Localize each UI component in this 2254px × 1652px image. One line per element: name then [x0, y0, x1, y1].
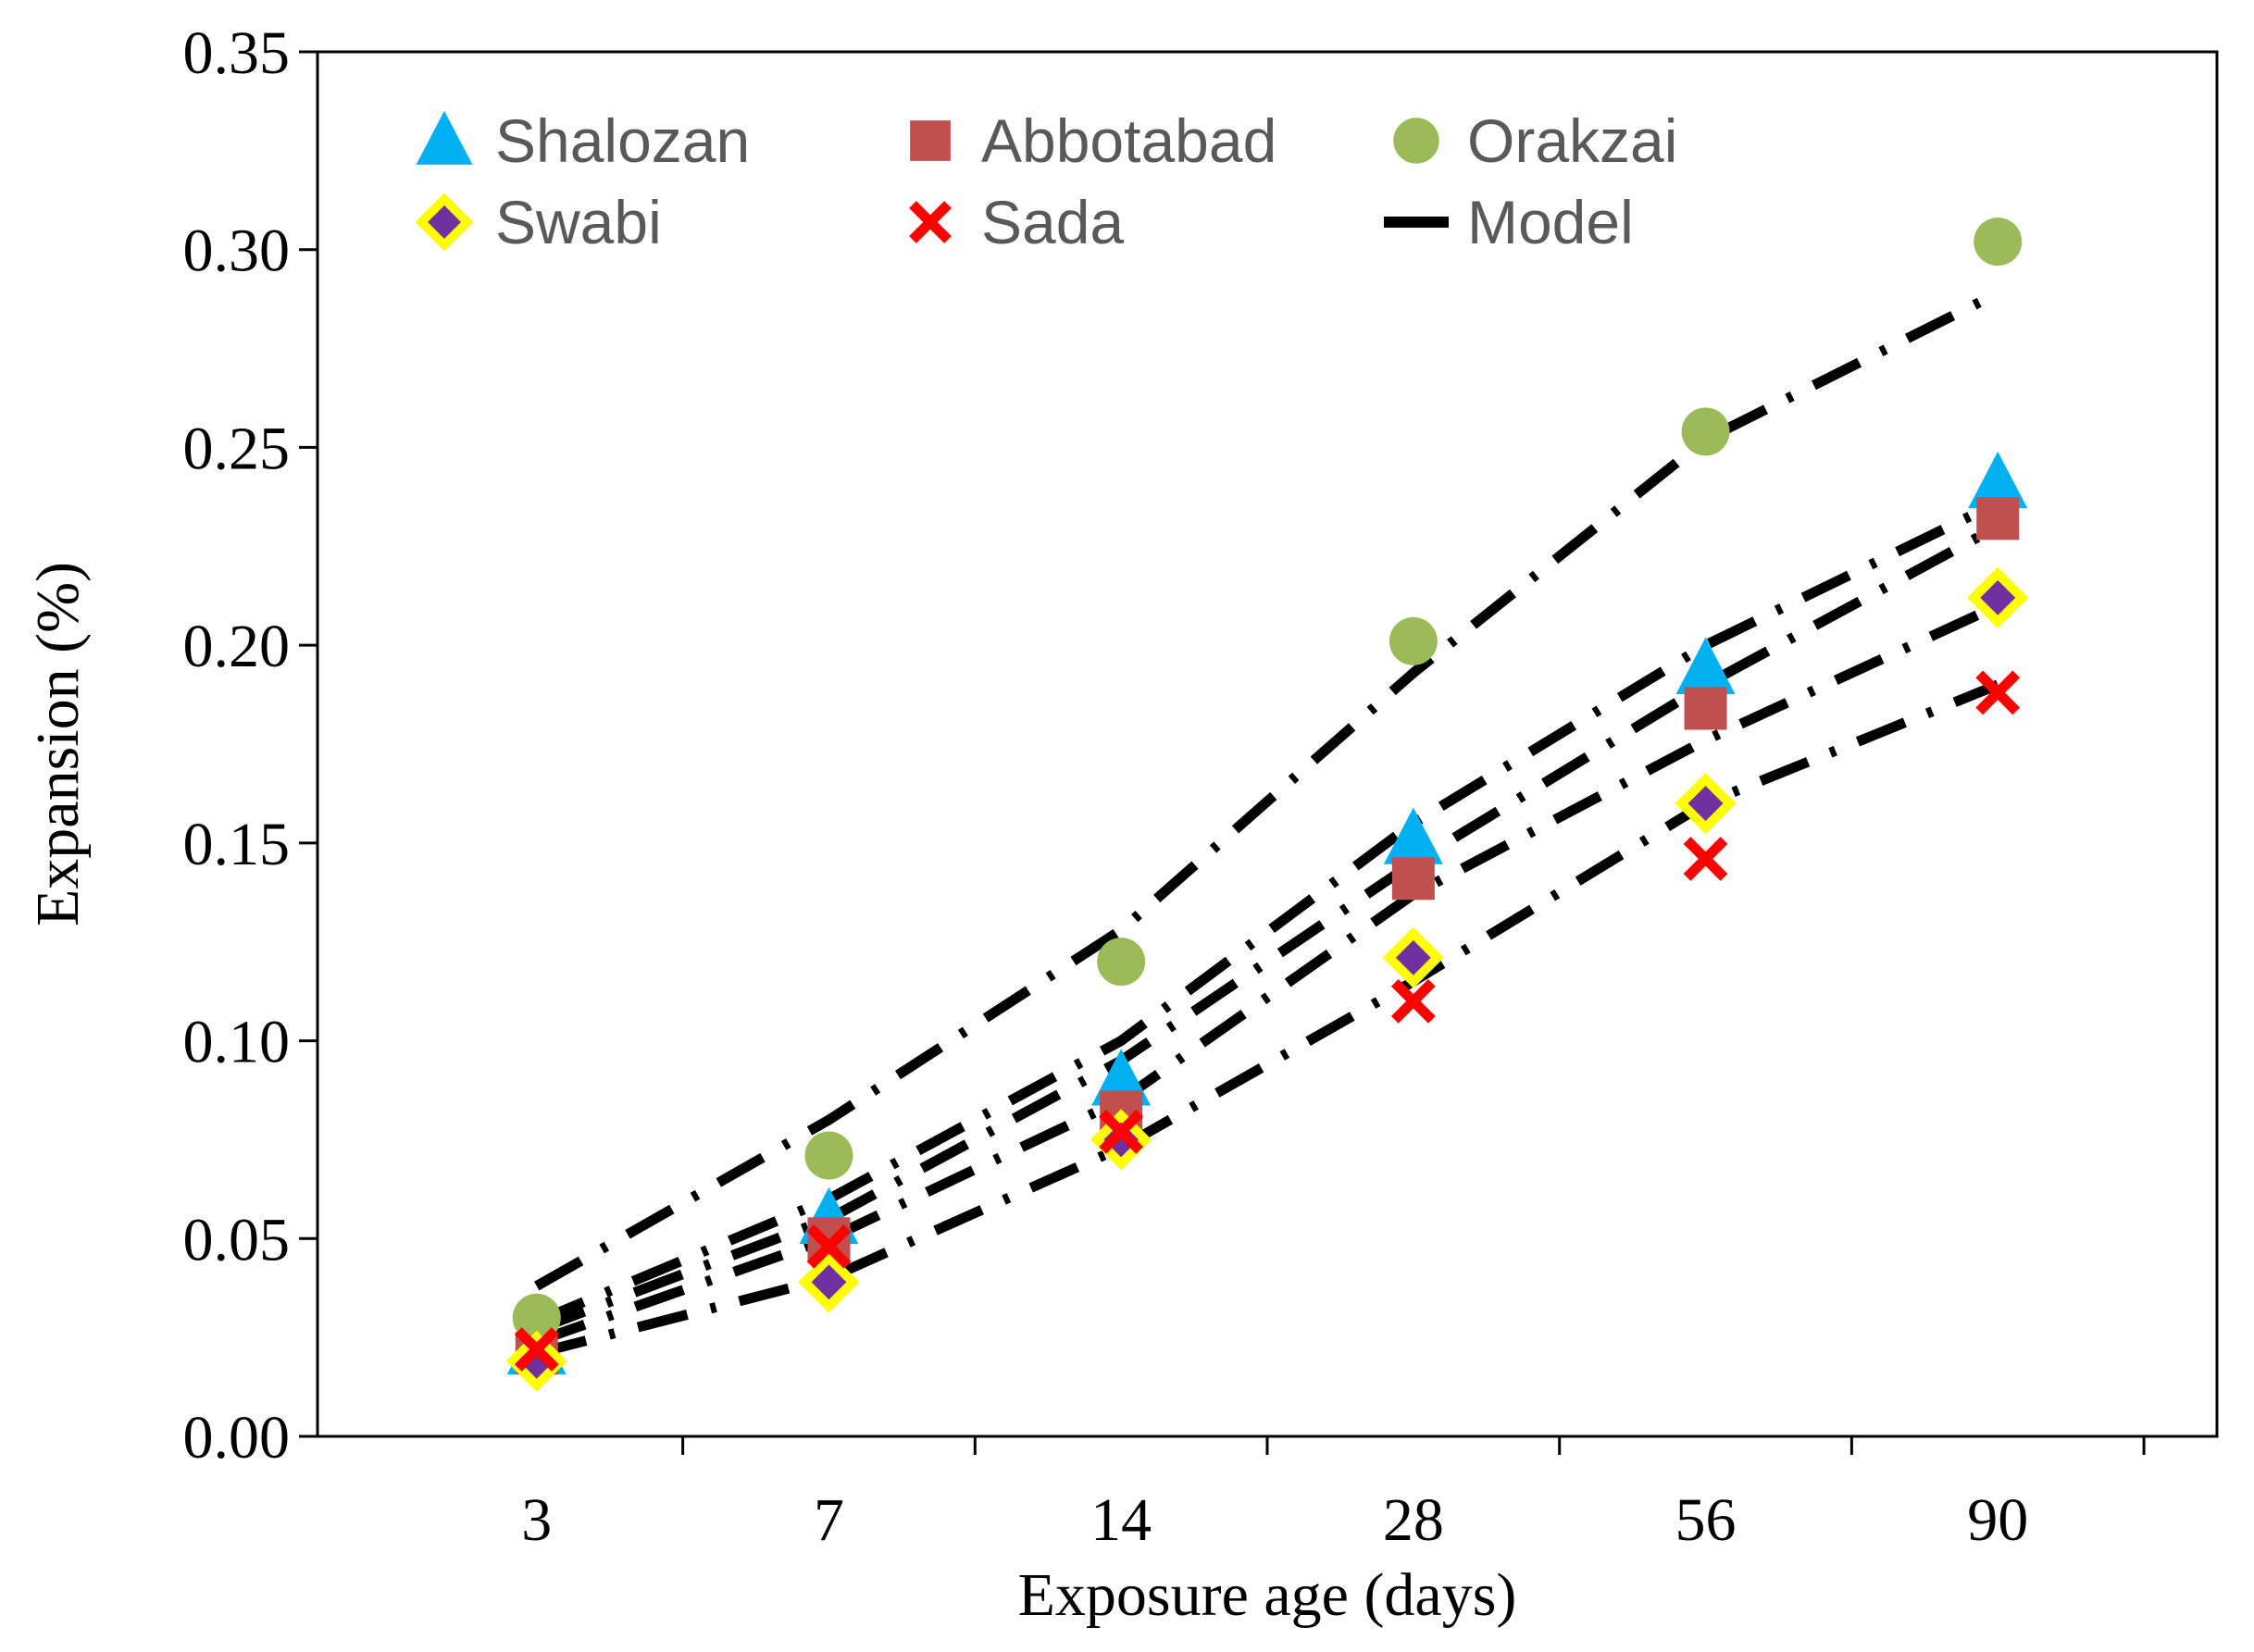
diamond-marker [415, 193, 474, 252]
y-tick-label: 0.35 [183, 19, 291, 87]
model-line [534, 288, 2000, 1291]
y-tick-label: 0.25 [183, 415, 291, 482]
diamond-marker [1090, 1109, 1152, 1171]
diamond-marker [505, 1330, 567, 1392]
y-tick-label: 0.05 [183, 1206, 291, 1273]
x-marker [1683, 837, 1728, 881]
square-marker [1684, 687, 1727, 730]
legend-label: Orakzai [1467, 106, 1677, 175]
x-marker [909, 201, 952, 243]
diamond-marker [1967, 566, 2029, 628]
diamond-marker [798, 1251, 860, 1313]
x-marker-stroke [1099, 1109, 1144, 1154]
triangle-marker [1383, 807, 1443, 864]
legend-label: Shalozan [495, 106, 750, 175]
x-marker [1390, 978, 1436, 1024]
y-tick-label: 0.00 [183, 1404, 291, 1472]
legend-label: Swabi [495, 188, 662, 256]
x-marker-stroke [1683, 837, 1728, 881]
x-tick-label: 28 [1383, 1486, 1444, 1554]
x-marker-stroke [909, 201, 952, 243]
plot-frame [316, 50, 2219, 1438]
square-marker [910, 120, 951, 161]
model-line [534, 498, 2000, 1327]
model-line [535, 679, 2000, 1359]
data-markers [505, 217, 2029, 1392]
x-marker [1099, 1109, 1144, 1154]
square-marker [1391, 857, 1435, 901]
y-tick-label: 0.15 [183, 811, 291, 878]
x-marker [1975, 670, 2021, 715]
x-marker-stroke [514, 1327, 559, 1372]
circle-marker [1974, 217, 2023, 267]
triangle-marker [1968, 451, 2028, 509]
circle-marker [1389, 616, 1438, 665]
square-marker [1976, 497, 2020, 540]
circle-marker [804, 1131, 853, 1180]
x-tick-label: 14 [1090, 1486, 1152, 1554]
y-tick-label: 0.30 [183, 217, 291, 285]
triangle-marker [1675, 637, 1736, 694]
x-axis-label: Exposure age (days) [1018, 1561, 1517, 1629]
x-marker [806, 1223, 852, 1269]
x-tick-label: 56 [1675, 1486, 1737, 1554]
legend-label: Model [1467, 188, 1634, 256]
x-marker-stroke [806, 1223, 852, 1269]
legend-label: Abbotabad [981, 106, 1276, 175]
circle-marker [1681, 407, 1730, 456]
model-lines [534, 288, 2000, 1359]
y-axis-ticks: 0.00 0.05 0.10 0.15 0.20 0.25 0.30 0.35 [183, 19, 318, 1472]
x-marker-stroke [1390, 978, 1436, 1024]
diamond-marker [1675, 773, 1737, 835]
triangle-marker [416, 110, 473, 165]
y-tick-label: 0.20 [183, 613, 291, 680]
diamond-marker [1382, 926, 1444, 988]
legend-label: Sada [981, 188, 1124, 256]
x-tick-label: 90 [1967, 1486, 2028, 1554]
circle-marker [1097, 938, 1146, 987]
x-axis-ticks: 3 7 14 28 56 90 [521, 1436, 2146, 1554]
x-tick-label: 7 [814, 1486, 844, 1554]
legend: Shalozan Abbotabad Orakzai Swabi Sada Model [415, 106, 1677, 256]
circle-marker [512, 1293, 561, 1342]
y-tick-label: 0.10 [183, 1009, 291, 1076]
x-marker-stroke [1975, 670, 2021, 715]
x-marker [514, 1327, 559, 1372]
model-line [534, 522, 2000, 1335]
x-tick-label: 3 [521, 1486, 552, 1554]
y-axis-label: Expansion (%) [24, 562, 92, 926]
circle-marker [1393, 118, 1439, 164]
model-line [534, 601, 2000, 1347]
